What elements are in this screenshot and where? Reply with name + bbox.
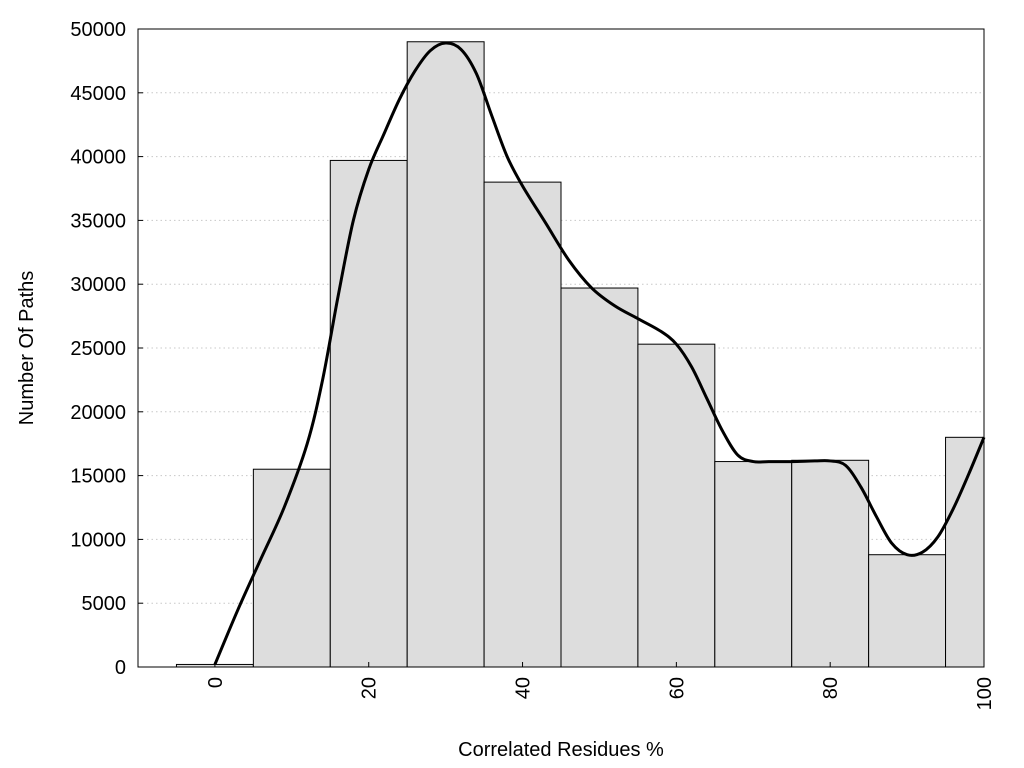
y-tick-label: 10000 — [70, 529, 126, 551]
y-tick-label: 30000 — [70, 274, 126, 296]
y-tick-label: 40000 — [70, 147, 126, 169]
density-curve — [213, 41, 986, 666]
histogram-bar — [252, 468, 331, 668]
y-axis-title: Number Of Paths — [16, 271, 38, 426]
histogram-bar — [483, 181, 562, 668]
density-curve-line — [213, 41, 986, 666]
x-tick-label: 40 — [513, 677, 535, 699]
x-axis-ticks: 0 20 40 60 80 100 — [205, 662, 996, 710]
x-tick-label: 100 — [974, 677, 996, 710]
y-tick-label: 45000 — [70, 83, 126, 105]
histogram-bar — [560, 287, 639, 668]
x-tick-label: 60 — [666, 677, 688, 699]
y-axis-ticks: 0 5000 10000 15000 20000 25000 30000 35000 40000… — [70, 19, 143, 679]
y-tick-label: 20000 — [70, 402, 126, 424]
y-tick-label: 5000 — [82, 593, 127, 615]
x-axis-title: Correlated Residues % — [458, 739, 664, 761]
x-tick-label: 20 — [359, 677, 381, 699]
x-tick-label: 80 — [820, 677, 842, 699]
histogram-bar — [329, 159, 408, 668]
x-tick-label: 0 — [205, 677, 227, 688]
y-tick-label: 0 — [115, 657, 126, 679]
histogram-bar — [714, 461, 793, 668]
bars — [175, 41, 985, 668]
y-tick-label: 50000 — [70, 19, 126, 41]
histogram-bar — [791, 459, 870, 668]
histogram-bar — [868, 554, 947, 668]
histogram-bar — [406, 41, 485, 668]
y-tick-label: 35000 — [70, 210, 126, 232]
y-tick-label: 25000 — [70, 338, 126, 360]
histogram-bar — [945, 436, 985, 668]
y-tick-label: 15000 — [70, 466, 126, 488]
